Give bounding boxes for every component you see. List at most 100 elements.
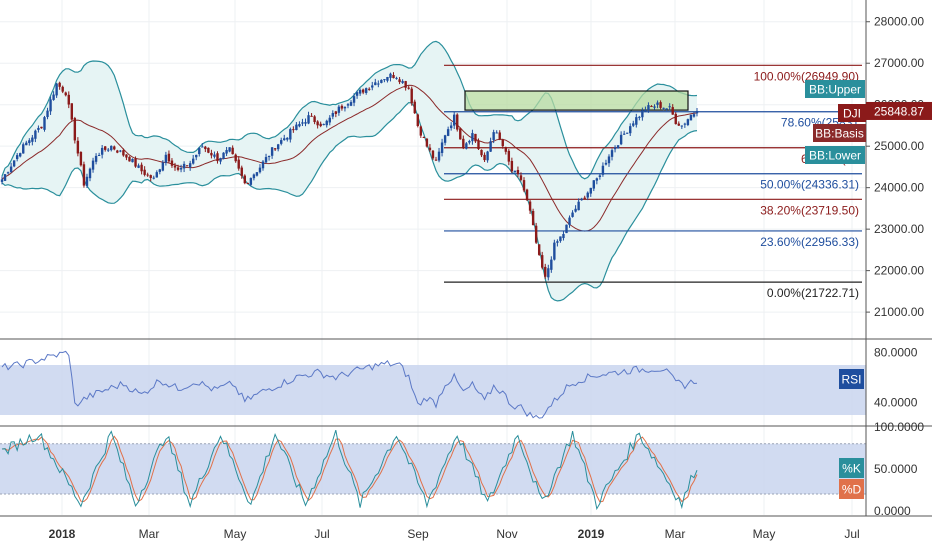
candle-body — [550, 259, 553, 270]
candle-body — [483, 154, 486, 161]
candle-body — [571, 212, 574, 217]
x-tick-label: Sep — [407, 527, 429, 541]
candle-body — [456, 114, 459, 130]
last-price-tag: 25848.87 — [874, 104, 924, 118]
candle-body — [19, 153, 22, 157]
candle-body — [601, 165, 605, 175]
candle-body — [407, 87, 410, 89]
candle-body — [249, 178, 253, 185]
fib-level-label: 50.00%(24336.31) — [760, 178, 859, 192]
candle-body — [477, 140, 480, 150]
candle-body — [61, 86, 64, 92]
candle-body — [465, 143, 468, 149]
candle-body — [410, 88, 413, 104]
candle-body — [9, 166, 13, 173]
candle-body — [516, 169, 520, 175]
rsi-band — [0, 365, 866, 415]
last-price-tag-bg — [866, 101, 932, 120]
candle-body — [88, 168, 92, 179]
candle-body — [537, 244, 541, 255]
candle-body — [280, 140, 283, 144]
candle-body — [225, 150, 228, 154]
candle-body — [67, 94, 70, 105]
candle-body — [173, 165, 177, 168]
candle-body — [170, 160, 174, 166]
candle-body — [55, 83, 58, 96]
candle-body — [440, 142, 444, 153]
candle-body — [377, 83, 380, 85]
candle-body — [22, 144, 25, 154]
candle-body — [592, 180, 596, 189]
candle-body — [192, 158, 195, 164]
candle-body — [580, 198, 583, 201]
price-tags: BB:Upper BB:Basis BB:Lower DJI 25848.87 RSI %K… — [805, 80, 932, 499]
candle-body — [3, 174, 7, 181]
candle-body — [152, 177, 155, 179]
candle-body — [210, 152, 213, 156]
candle-body — [15, 155, 19, 160]
rsi-tag: RSI — [841, 373, 861, 387]
candle-body — [343, 106, 347, 109]
candle-body — [179, 168, 183, 170]
candle-body — [167, 153, 171, 162]
candle-body — [474, 133, 477, 142]
candle-body — [85, 176, 89, 186]
stoch-d-line — [1, 435, 698, 503]
candle-body — [79, 151, 83, 166]
candle-body — [110, 145, 113, 151]
candle-body — [91, 160, 95, 170]
candle-body — [276, 144, 280, 150]
candle-body — [380, 79, 383, 83]
candle-body — [337, 106, 341, 113]
candle-body — [395, 77, 398, 79]
candle-body — [389, 73, 392, 78]
rsi-pane[interactable] — [0, 350, 866, 419]
candle-body — [64, 92, 67, 96]
rsi-tick-label: 40.0000 — [874, 396, 918, 410]
candle-body — [392, 74, 395, 79]
candle-body — [328, 117, 331, 123]
candle-body — [416, 114, 419, 127]
bb-basis-tag-bg — [813, 124, 866, 142]
bb-upper-tag-bg — [805, 80, 865, 98]
stoch-band — [0, 443, 866, 495]
candle-body — [674, 113, 677, 125]
candle-body — [398, 79, 401, 83]
candle-body — [31, 137, 34, 142]
candle-body — [286, 137, 289, 140]
candle-body — [559, 236, 562, 242]
candle-body — [143, 169, 146, 175]
y-tick-label: 23000.00 — [874, 222, 924, 236]
candle-body — [146, 174, 149, 176]
candle-body — [355, 92, 359, 96]
candle-body — [134, 158, 137, 167]
candle-body — [425, 138, 429, 147]
candle-body — [616, 145, 620, 149]
candle-body — [610, 150, 614, 157]
candle-body — [632, 123, 635, 126]
candle-body — [656, 102, 659, 105]
candle-body — [25, 142, 28, 146]
y-tick-label: 25000.00 — [874, 139, 924, 153]
candle-body — [37, 127, 40, 130]
candle-body — [240, 167, 243, 176]
candle-body — [219, 158, 222, 162]
candle-body — [289, 129, 292, 140]
candle-body — [434, 159, 438, 161]
x-tick-label: May — [753, 527, 776, 541]
price-pane[interactable]: 100.00%(26949.90)78.60%(2583161.80%(2450… — [0, 40, 862, 302]
candle-body — [446, 129, 450, 136]
x-tick-label: Jul — [314, 527, 329, 541]
candle-body — [322, 124, 325, 126]
bb-lower-line — [1, 101, 698, 302]
candle-body — [164, 154, 168, 163]
candle-body — [635, 117, 638, 125]
candle-body — [264, 157, 268, 163]
stochastic-pane[interactable] — [0, 429, 866, 511]
candle-body — [103, 146, 107, 150]
candle-body — [528, 201, 532, 211]
candle-body — [43, 117, 46, 130]
candle-body — [82, 164, 86, 186]
candle-body — [607, 156, 611, 164]
candle-body — [252, 174, 256, 179]
